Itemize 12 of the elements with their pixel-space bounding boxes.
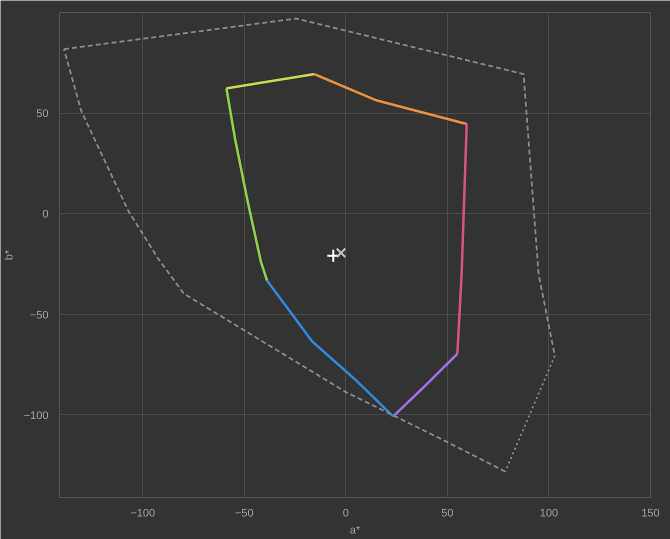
y-tick-label: 50 bbox=[36, 108, 49, 120]
x-tick-label: 50 bbox=[441, 508, 454, 520]
y-axis-title: b* bbox=[4, 249, 16, 260]
x-axis-title: a* bbox=[350, 524, 361, 536]
y-tick-label: −50 bbox=[30, 309, 49, 322]
x-tick-label: −100 bbox=[130, 508, 156, 520]
x-tick-label: 100 bbox=[540, 508, 558, 520]
x-tick-label: −50 bbox=[234, 508, 254, 520]
y-tick-label: 0 bbox=[42, 208, 49, 221]
x-tick-label: 150 bbox=[641, 508, 660, 520]
x-tick-label: 0 bbox=[342, 508, 349, 520]
y-tick-label: −100 bbox=[24, 410, 49, 422]
